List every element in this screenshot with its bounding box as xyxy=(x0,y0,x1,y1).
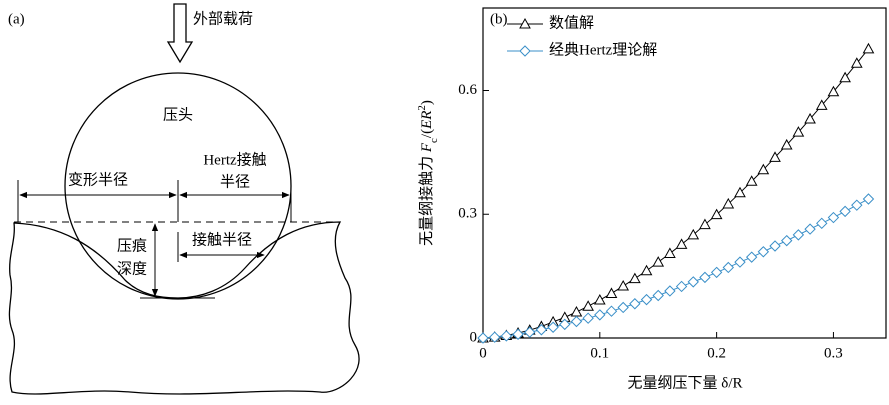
marker xyxy=(630,274,640,283)
legend-marker xyxy=(520,46,530,56)
marker xyxy=(606,288,616,297)
marker xyxy=(571,317,581,327)
marker xyxy=(583,301,593,310)
marker xyxy=(618,281,628,290)
marker xyxy=(863,44,873,53)
marker xyxy=(618,302,628,312)
x-tick-label: 0.2 xyxy=(707,345,726,361)
marker xyxy=(653,291,663,301)
marker xyxy=(642,295,652,305)
marker xyxy=(642,266,652,275)
series-line xyxy=(483,199,868,338)
load-label: 外部载荷 xyxy=(193,10,253,27)
y-tick-label: 0 xyxy=(470,329,478,345)
y-label-part: ER xyxy=(419,111,435,130)
y-label-part: 无量纲接触力 xyxy=(418,152,435,246)
load-arrow xyxy=(168,4,192,62)
figure: (a) 外部载荷 压头 变形半径 Hertz接触 半径 压痕 深度 接触半径 (… xyxy=(0,0,889,400)
marker xyxy=(653,257,663,266)
marker xyxy=(793,230,803,240)
depth-label: 压痕 xyxy=(117,237,147,254)
hertz-radius: 半径 xyxy=(220,173,250,190)
marker xyxy=(665,286,675,296)
marker xyxy=(677,281,687,291)
marker xyxy=(571,307,581,316)
marker xyxy=(828,213,838,223)
marker xyxy=(536,325,546,335)
series-line xyxy=(483,49,868,338)
panel-label: (b) xyxy=(490,11,508,27)
marker xyxy=(630,299,640,309)
marker xyxy=(723,262,733,272)
marker xyxy=(770,241,780,251)
marker xyxy=(852,200,862,210)
indenter-label: 压头 xyxy=(163,106,193,123)
marker xyxy=(700,220,710,229)
marker xyxy=(595,310,605,320)
marker xyxy=(700,272,710,282)
x-tick-label: 0.3 xyxy=(824,345,843,361)
panel-label: (a) xyxy=(8,11,25,27)
substrate xyxy=(9,222,359,394)
deform-radius: 变形半径 xyxy=(68,171,128,188)
marker xyxy=(758,247,768,257)
depth-label: 深度 xyxy=(117,260,147,277)
marker xyxy=(863,194,873,204)
marker xyxy=(735,257,745,267)
marker xyxy=(688,277,698,287)
marker xyxy=(677,239,687,248)
y-label-part: ) xyxy=(419,100,435,105)
marker xyxy=(782,236,792,246)
marker xyxy=(606,306,616,316)
y-axis-label: 无量纲接触力 Fc/(ER2) xyxy=(416,100,440,246)
marker xyxy=(840,206,850,216)
marker xyxy=(595,295,605,304)
marker xyxy=(747,252,757,262)
legend-label: 经典Hertz理论解 xyxy=(549,41,657,58)
legend-label: 数值解 xyxy=(549,14,594,31)
marker xyxy=(665,248,675,257)
x-tick-label: 0 xyxy=(479,345,487,361)
y-tick-label: 0.3 xyxy=(458,206,477,222)
contact-radius: 接触半径 xyxy=(192,231,252,248)
marker xyxy=(712,267,722,277)
marker xyxy=(817,218,827,228)
hertz-radius: Hertz接触 xyxy=(203,151,266,168)
x-axis-label: 无量纲压下量 δ/R xyxy=(628,374,743,391)
diagram: (a) 外部载荷 压头 变形半径 Hertz接触 半径 压痕 深度 接触半径 xyxy=(8,4,359,394)
y-label-part: /( xyxy=(419,129,435,138)
marker xyxy=(583,313,593,323)
x-tick-label: 0.1 xyxy=(590,345,609,361)
marker xyxy=(805,224,815,234)
y-tick-label: 0.6 xyxy=(458,82,477,98)
